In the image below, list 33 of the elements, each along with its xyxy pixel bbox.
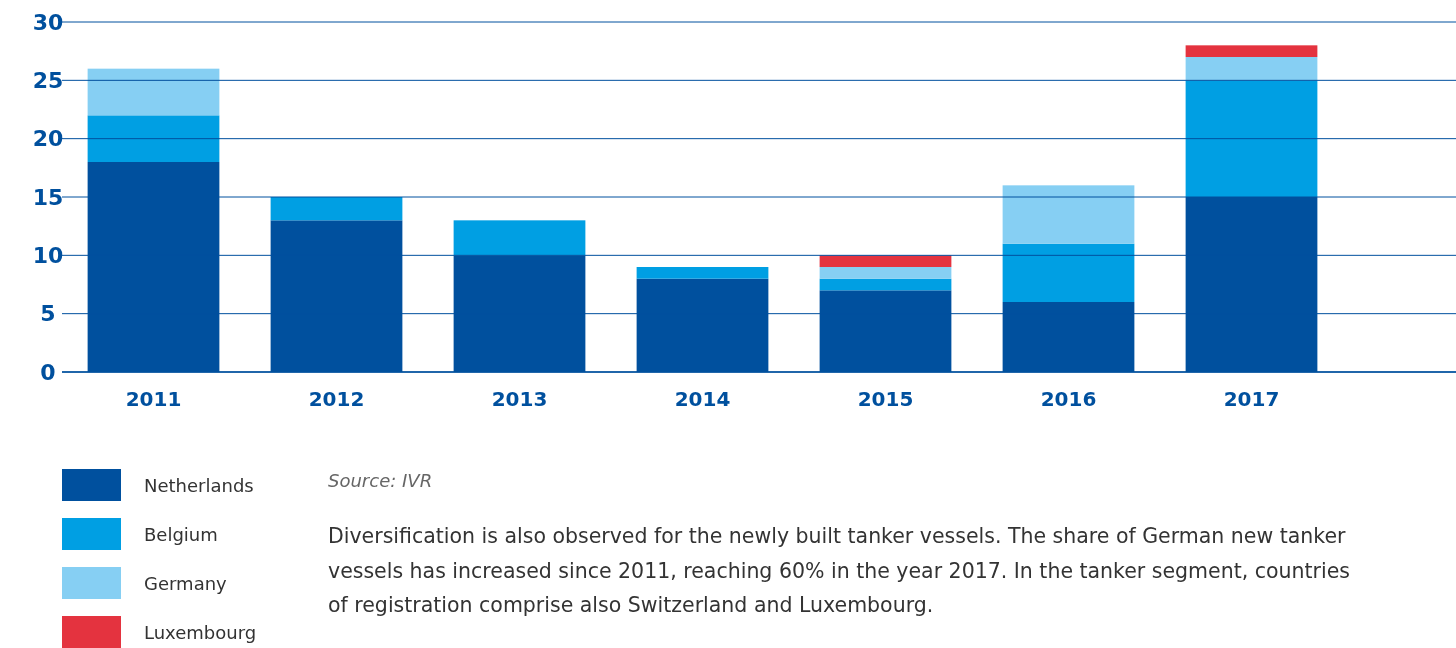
x-tick-label: 2017 [1223,387,1280,412]
y-tick-label: 0 [40,359,56,385]
x-tick-label: 2015 [857,387,914,412]
x-tick-label: 2013 [491,387,548,412]
legend-label: Belgium [144,524,218,545]
bar [270,197,403,221]
y-tick-label: 5 [40,301,56,327]
y-tick-label: 10 [32,242,64,268]
bar [87,115,220,162]
x-tick-label: 2014 [674,387,731,412]
bar [1002,243,1135,302]
legend-label: Germany [144,573,228,594]
y-tick-label: 25 [32,67,64,93]
source-note: Source: IVR [328,470,433,491]
bar [819,267,952,279]
x-tick-label: 2011 [125,387,182,412]
legend-label: Netherlands [144,475,254,496]
text: Diversification is also observed for the newly built tanker vessels. The share of German new tanker vessels has increased since 2011, reaching 60% in the year 2017. In the tanker segment, countries of registration comprise also Switzerland and Luxembourg. [328,524,1351,617]
bar [1185,57,1318,81]
x-tick-label: 2016 [1040,387,1097,412]
legend-label: Luxembourg [144,622,257,643]
bar [1002,185,1135,244]
bar [453,220,586,256]
bar [1185,80,1318,197]
y-tick-label: 20 [32,126,64,152]
bar [636,267,769,279]
y-tick-label: 30 [32,9,64,35]
bar [819,278,952,291]
y-tick-label: 15 [32,184,64,210]
bar [87,68,220,116]
x-tick-label: 2012 [308,387,365,412]
bar [819,255,952,267]
bar [1185,45,1318,57]
